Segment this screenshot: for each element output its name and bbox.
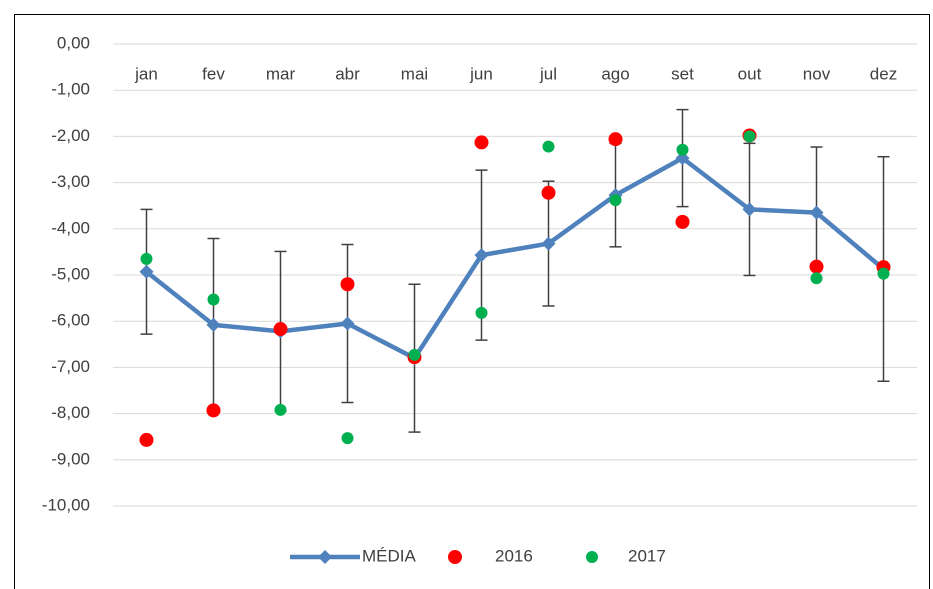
x-tick-label: jan — [134, 64, 158, 83]
dot — [475, 306, 488, 319]
diamond-marker — [206, 317, 221, 332]
diamond-marker — [742, 202, 757, 217]
dot — [207, 293, 220, 306]
legend-label: 2016 — [495, 546, 533, 565]
y-tick-label: -9,00 — [51, 449, 90, 468]
y-tick-label: -1,00 — [51, 80, 90, 99]
dot — [139, 432, 154, 447]
chart-border — [14, 14, 930, 589]
x-tick-label: jun — [469, 64, 493, 83]
diamond-marker — [474, 248, 489, 263]
x-tick-label: jul — [539, 64, 557, 83]
y-tick-label: 0,00 — [57, 33, 90, 52]
dot — [609, 194, 622, 207]
legend-dot — [586, 551, 598, 563]
dot — [877, 267, 890, 280]
x-tick-label: mar — [266, 64, 296, 83]
x-tick-label: set — [671, 64, 694, 83]
dot — [341, 432, 354, 445]
dot — [743, 130, 756, 143]
x-tick-label: mai — [401, 64, 428, 83]
x-tick-label: nov — [803, 64, 831, 83]
y-tick-label: -3,00 — [51, 172, 90, 191]
legend-dot — [448, 550, 462, 564]
dot — [810, 272, 823, 285]
y-tick-label: -8,00 — [51, 403, 90, 422]
dot — [140, 252, 153, 265]
x-tick-label: ago — [601, 64, 629, 83]
dot — [206, 403, 221, 418]
y-tick-label: -10,00 — [42, 495, 90, 514]
dot — [408, 348, 421, 361]
dot — [273, 322, 288, 337]
legend-label: 2017 — [628, 546, 666, 565]
dot — [809, 259, 824, 274]
dot — [608, 132, 623, 147]
dot — [474, 135, 489, 150]
dot — [340, 277, 355, 292]
dot — [542, 140, 555, 153]
line-series — [145, 155, 885, 361]
diamond-marker — [340, 316, 355, 331]
x-tick-label: fev — [202, 64, 225, 83]
y-tick-label: -6,00 — [51, 311, 90, 330]
dot — [274, 403, 287, 416]
y-tick-label: -7,00 — [51, 357, 90, 376]
dot — [541, 185, 556, 200]
x-tick-label: dez — [870, 64, 897, 83]
dot — [675, 214, 690, 229]
legend-diamond — [318, 550, 332, 564]
diamond-marker — [139, 264, 154, 279]
y-tick-label: -2,00 — [51, 126, 90, 145]
legend-label: MÉDIA — [362, 546, 417, 565]
diamond-marker — [541, 236, 556, 251]
dot — [676, 143, 689, 156]
y-tick-label: -5,00 — [51, 264, 90, 283]
y-tick-label: -4,00 — [51, 218, 90, 237]
x-tick-label: abr — [335, 64, 360, 83]
x-tick-label: out — [738, 64, 762, 83]
diamond-marker — [809, 205, 824, 220]
